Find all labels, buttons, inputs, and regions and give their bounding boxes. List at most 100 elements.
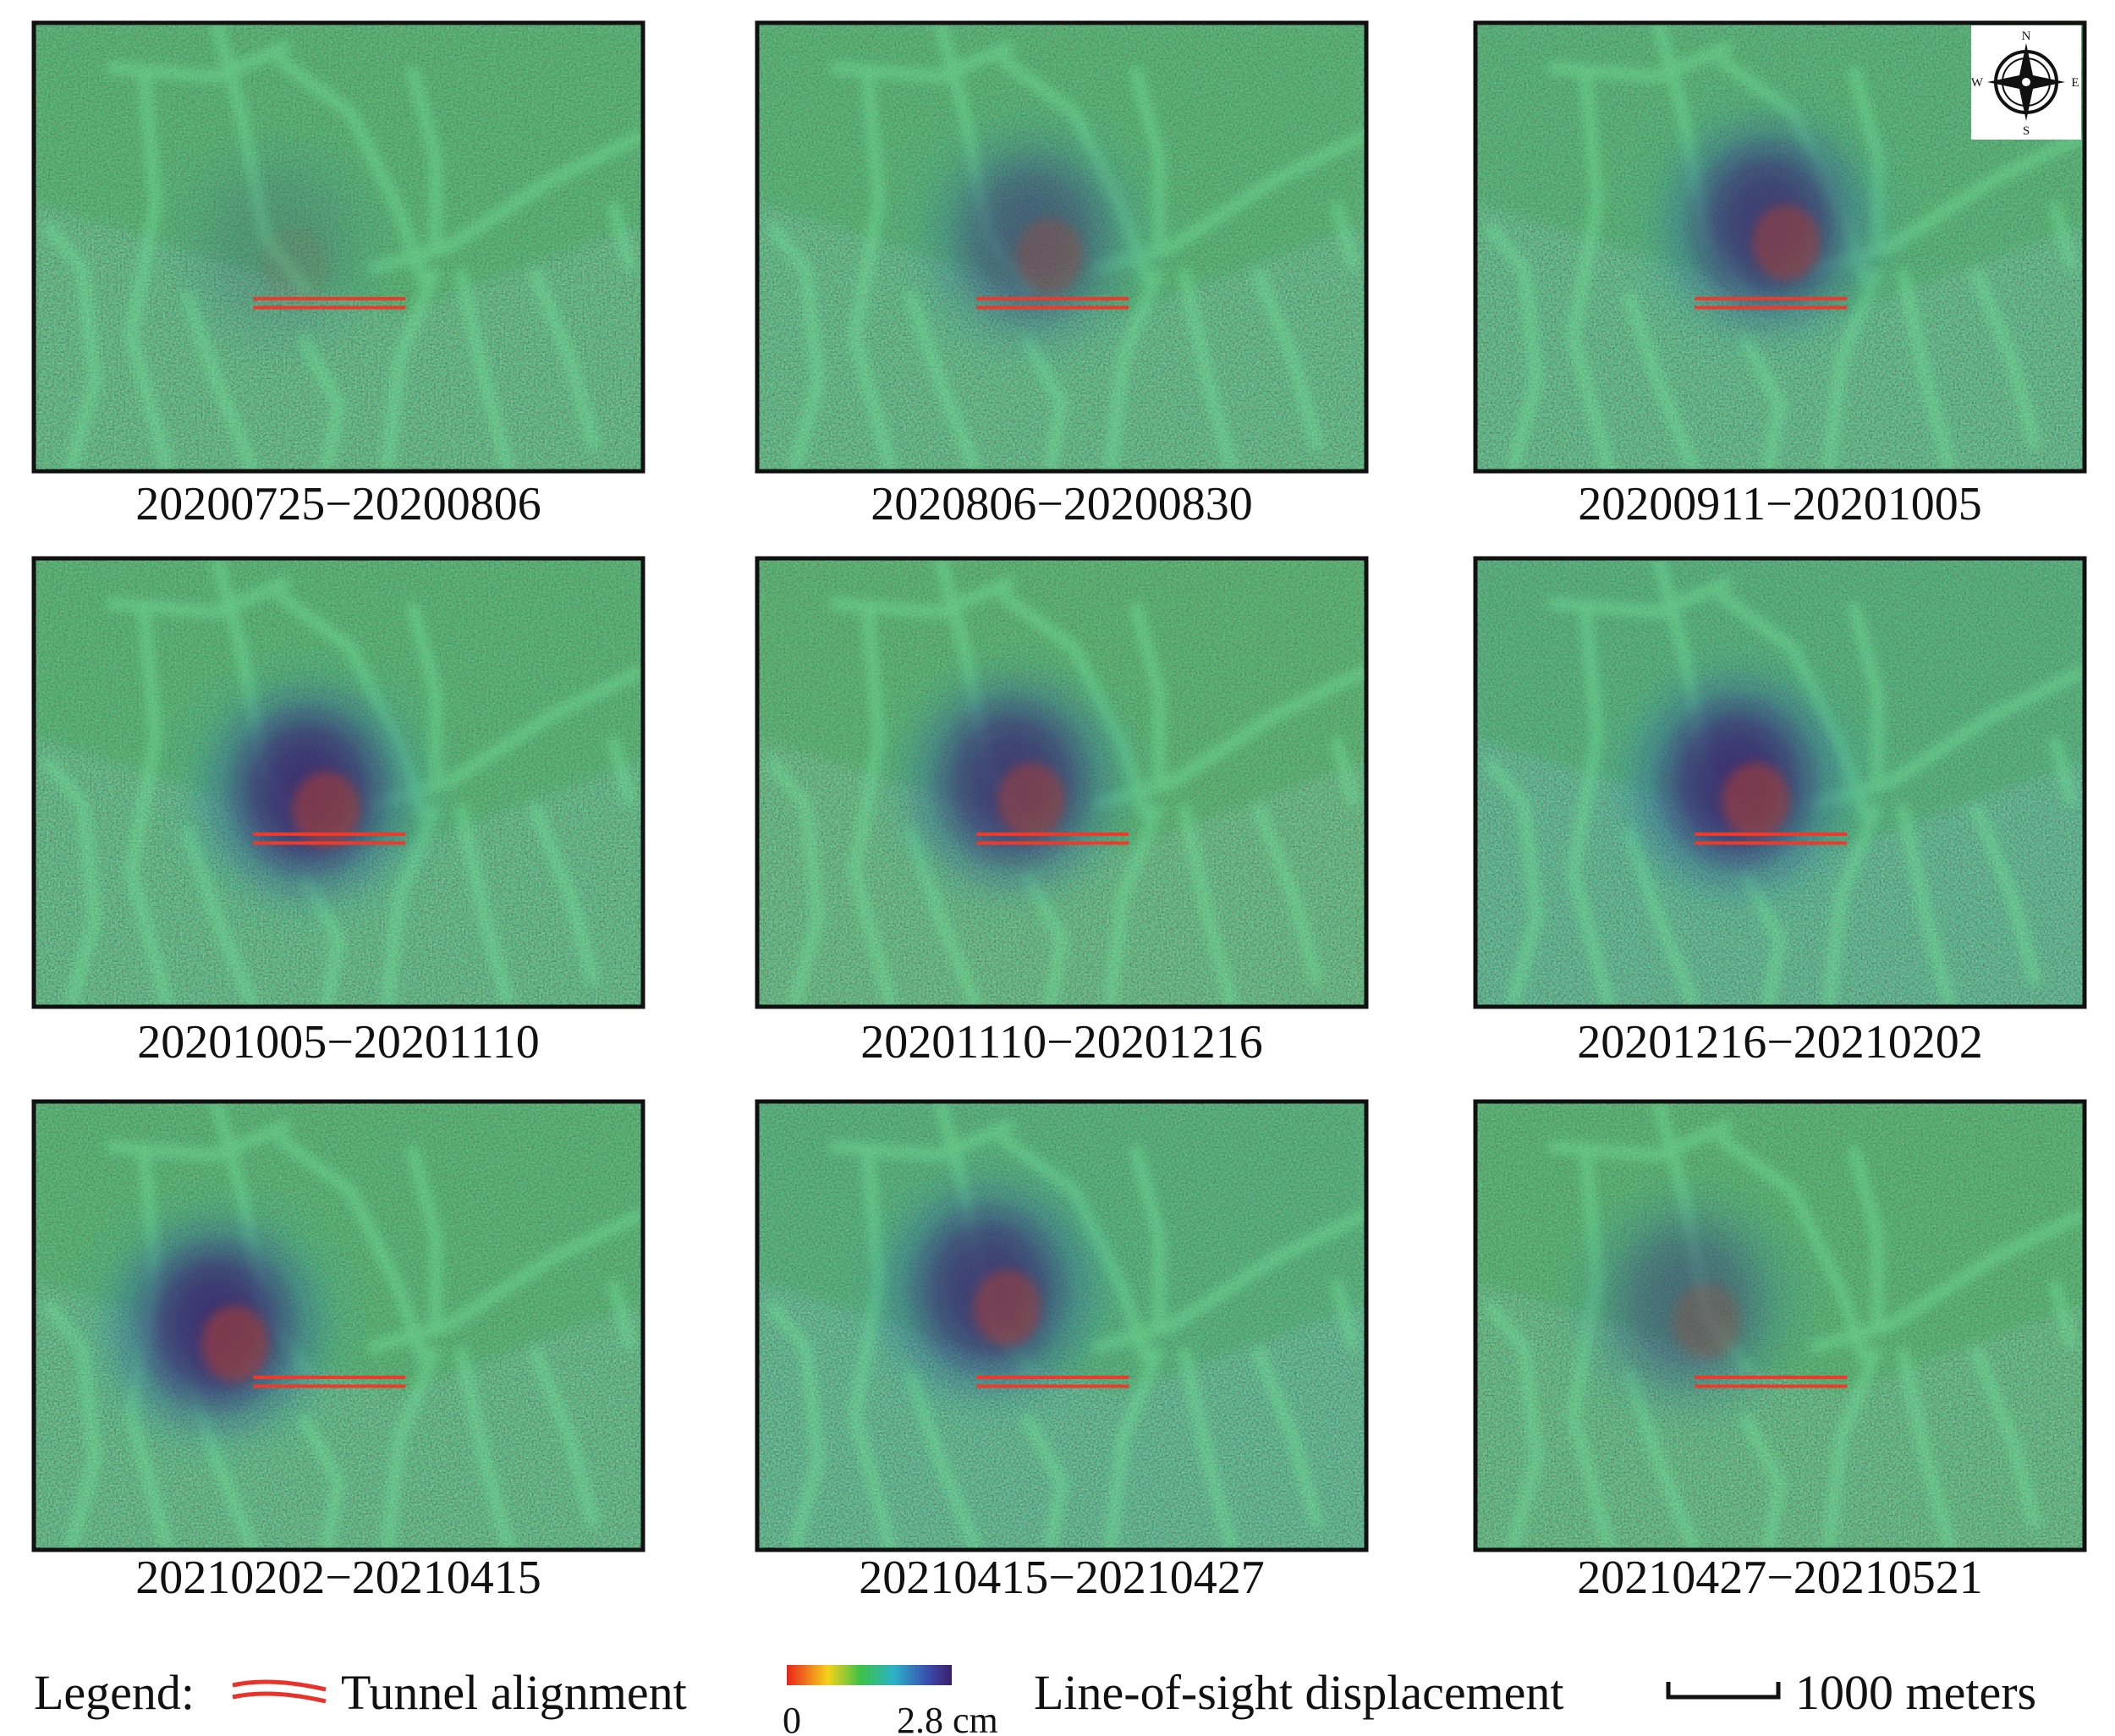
legend-title: Legend: bbox=[34, 1665, 195, 1720]
ridge bbox=[1104, 802, 1165, 1007]
ridge bbox=[829, 40, 1016, 83]
panel-caption: 20210202−20210415 bbox=[135, 1552, 541, 1604]
ridge bbox=[1129, 66, 1166, 247]
ridge bbox=[997, 589, 1153, 821]
colorbar-max: 2.8 cm bbox=[897, 1700, 998, 1736]
ridge bbox=[1567, 67, 1616, 471]
ridge bbox=[1622, 825, 1700, 1007]
insar-panel bbox=[34, 1101, 643, 1550]
ridge bbox=[1896, 1347, 1957, 1550]
ridge bbox=[1330, 1279, 1360, 1350]
ridge bbox=[296, 869, 345, 1007]
ridge bbox=[1622, 1368, 1700, 1550]
ridge bbox=[1019, 869, 1068, 1007]
insar-panel bbox=[1475, 1101, 2085, 1550]
ridge bbox=[381, 266, 442, 471]
ridges bbox=[41, 558, 643, 1007]
ridge bbox=[1896, 804, 1957, 1007]
ridge bbox=[1129, 602, 1166, 783]
ridge bbox=[296, 1412, 345, 1550]
ridge bbox=[41, 756, 102, 1007]
ridge bbox=[1019, 1412, 1068, 1550]
ridge bbox=[1738, 333, 1787, 471]
ridge bbox=[849, 67, 898, 471]
panel-border bbox=[31, 1099, 645, 1552]
panel-caption: 20201216−20210202 bbox=[1577, 1016, 1983, 1069]
deformation-core bbox=[292, 771, 360, 848]
ridge bbox=[1482, 221, 1543, 471]
scale-bar bbox=[1666, 1682, 1781, 1700]
legend-tunnel: Tunnel alignment bbox=[341, 1665, 687, 1720]
ridge bbox=[1104, 266, 1165, 471]
deformation-core bbox=[1752, 204, 1821, 281]
ridge bbox=[527, 802, 601, 986]
panel-caption: 20201110−20201216 bbox=[860, 1016, 1262, 1069]
ridge bbox=[1090, 1208, 1366, 1354]
ridge bbox=[1019, 333, 1068, 471]
ridge bbox=[1330, 736, 1360, 807]
ridge bbox=[904, 825, 982, 1007]
panel-caption: 20210415−20210427 bbox=[859, 1552, 1265, 1604]
ridge bbox=[2048, 736, 2079, 807]
ridge bbox=[454, 1347, 515, 1550]
ridge bbox=[1847, 602, 1884, 783]
ridge bbox=[1250, 802, 1324, 986]
ridge bbox=[106, 1118, 293, 1162]
ridge bbox=[997, 1132, 1153, 1364]
ridge bbox=[273, 53, 430, 285]
ridge bbox=[1896, 268, 1957, 471]
ridge bbox=[381, 802, 442, 1007]
insar-panel bbox=[1475, 558, 2085, 1007]
deformation-core bbox=[261, 227, 330, 304]
colorbar-label: Line-of-sight displacement bbox=[1034, 1665, 1564, 1720]
ridge bbox=[1715, 589, 1871, 821]
ridge bbox=[1809, 1208, 2085, 1354]
ridge bbox=[454, 804, 515, 1007]
ridge bbox=[829, 1118, 1016, 1162]
compass-n: N bbox=[2022, 30, 2031, 43]
ridge bbox=[1847, 1145, 1884, 1326]
ridge bbox=[1738, 1412, 1787, 1550]
panel-border bbox=[1473, 1099, 2087, 1552]
ridge bbox=[1104, 1345, 1165, 1550]
insar-panel bbox=[757, 1101, 1366, 1550]
ridge bbox=[527, 266, 601, 451]
ridge bbox=[1482, 756, 1543, 1007]
deformation-core bbox=[1722, 762, 1790, 839]
ridge bbox=[764, 756, 825, 1007]
ridge bbox=[180, 825, 259, 1007]
ridge bbox=[1822, 266, 1883, 471]
deformation-core bbox=[997, 762, 1065, 839]
ridge bbox=[1969, 802, 2042, 986]
ridge bbox=[296, 333, 345, 471]
ridge bbox=[1129, 1145, 1166, 1326]
ridge bbox=[1969, 1345, 2042, 1530]
ridge bbox=[1715, 1132, 1871, 1364]
ridge bbox=[1969, 266, 2042, 451]
ridge bbox=[527, 1345, 601, 1530]
panel-border bbox=[755, 556, 1369, 1009]
ridge bbox=[41, 221, 102, 471]
ridge bbox=[1250, 1345, 1324, 1530]
ridge bbox=[1738, 869, 1787, 1007]
panel-border bbox=[755, 20, 1369, 474]
ridge bbox=[764, 1299, 825, 1550]
panel-caption: 20201005−20201110 bbox=[137, 1016, 539, 1069]
ridge bbox=[1809, 665, 2085, 811]
ridge bbox=[1622, 289, 1700, 471]
ridge bbox=[1482, 1299, 1543, 1550]
ridge bbox=[1330, 201, 1360, 272]
ridge bbox=[2048, 1279, 2079, 1350]
colorbar bbox=[787, 1665, 952, 1685]
scale-label: 1000 meters bbox=[1795, 1665, 2036, 1720]
ridge bbox=[849, 602, 898, 1007]
ridge bbox=[829, 575, 1016, 618]
ridge bbox=[405, 66, 442, 247]
panel-caption: 2020806−20200830 bbox=[871, 478, 1253, 530]
ridge bbox=[904, 289, 982, 471]
ridge bbox=[381, 1345, 442, 1550]
panel-border bbox=[31, 556, 645, 1009]
ridge bbox=[180, 289, 259, 471]
panel-caption: 20210427−20210521 bbox=[1577, 1552, 1983, 1604]
ridge bbox=[1822, 802, 1883, 1007]
